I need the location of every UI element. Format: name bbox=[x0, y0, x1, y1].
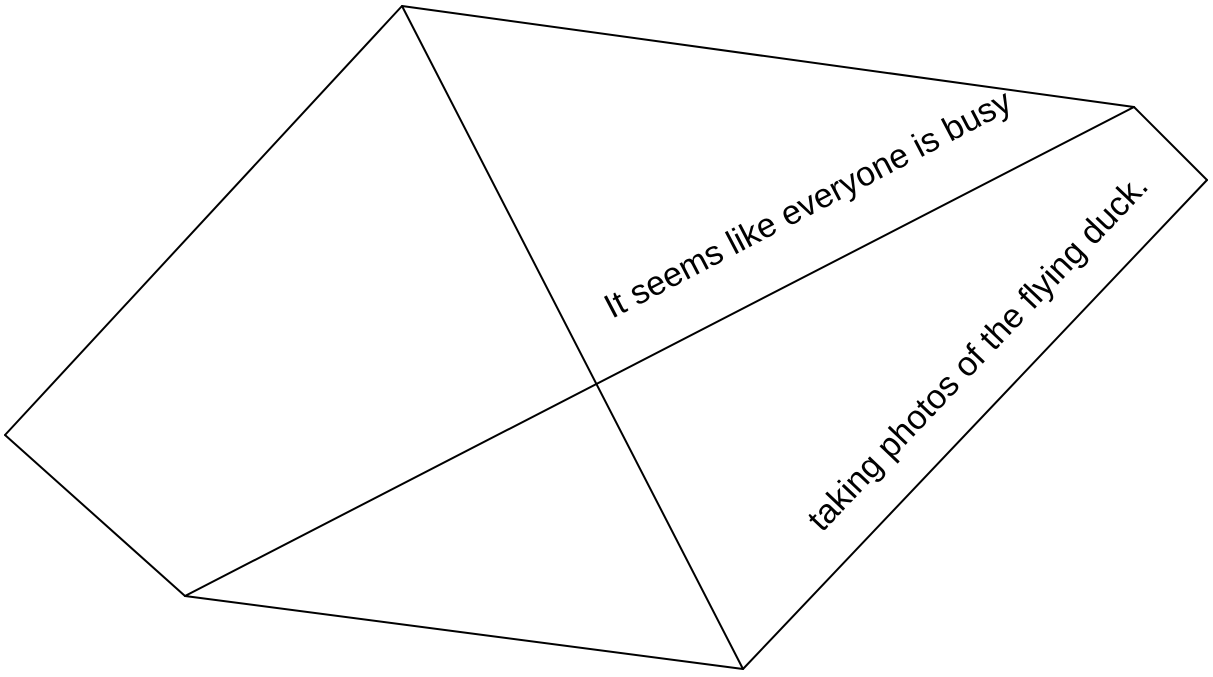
edge-top bbox=[401, 5, 1135, 108]
edge-bottom-right bbox=[742, 179, 1208, 670]
caption-line-1: It seems like everyone is busy bbox=[598, 82, 1018, 326]
caption-line-2: taking photos of the flying duck. bbox=[800, 167, 1155, 539]
diagonal-right-to-left bbox=[184, 106, 1135, 597]
edge-top-right bbox=[1133, 106, 1208, 181]
edge-bottom-left bbox=[4, 434, 186, 597]
diagonal-top-to-bottom bbox=[401, 5, 744, 670]
edge-bottom bbox=[184, 595, 744, 670]
edge-left bbox=[4, 5, 403, 436]
